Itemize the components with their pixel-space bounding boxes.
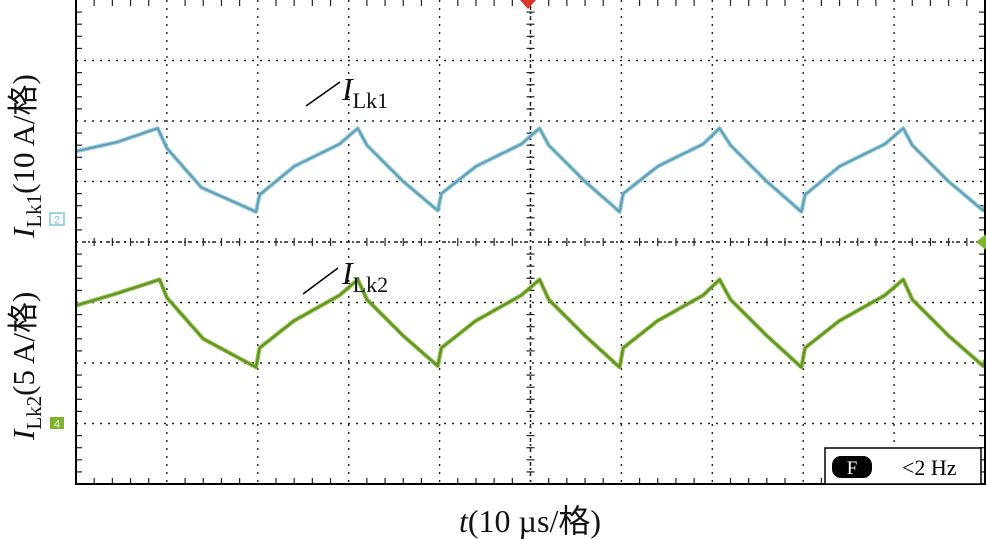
ilk2-annotation-sub: Lk2: [353, 272, 388, 297]
y-axis-label-top: ILk1(10 A/格): [6, 74, 46, 239]
ilk1-annotation: ILk1: [341, 71, 388, 113]
x-axis-label: t(10 µs/格): [459, 503, 601, 539]
traces: [75, 126, 986, 370]
channel-4-number: 4: [54, 419, 60, 431]
filter-badge-letter: F: [847, 458, 858, 479]
ilk2-trace: [75, 278, 986, 369]
filter-badge: [832, 456, 872, 478]
channel-2-marker: 2: [49, 212, 65, 227]
channel-4-marker: 4: [50, 417, 64, 431]
ilk1-annotation-sub: Lk1: [353, 88, 388, 113]
trigger-level-marker: [976, 234, 986, 250]
channel-2-number: 2: [54, 215, 60, 227]
filter-status-text: <2 Hz: [902, 455, 957, 480]
filter-status-box: F <2 Hz: [824, 447, 982, 485]
trigger-position-marker: [520, 0, 536, 9]
ilk1-annotation-leader: [305, 81, 341, 107]
y-axis-label-bottom: ILk2(5 A/格): [6, 292, 46, 441]
ilk1-trace: [75, 127, 986, 213]
ilk2-annotation-leader: [302, 267, 339, 295]
grid: [76, 0, 985, 484]
ilk2-annotation: ILk2: [341, 255, 388, 297]
